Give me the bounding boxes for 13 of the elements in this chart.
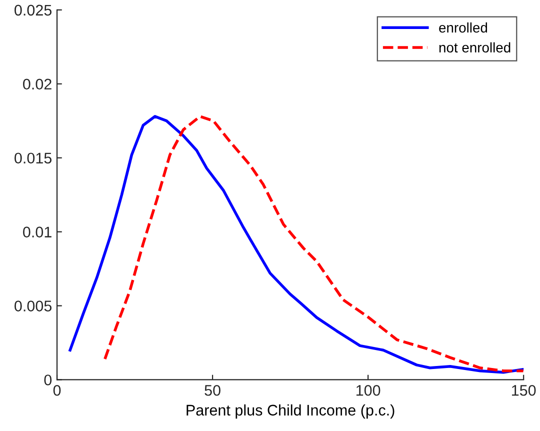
y-tick-label: 0.02 <box>23 78 52 90</box>
legend-label: enrolled <box>439 22 488 33</box>
x-tick-label: 100 <box>356 384 380 396</box>
y-tick-label: 0.01 <box>23 226 52 238</box>
x-tick-label: 0 <box>53 384 61 396</box>
x-tick-label: 150 <box>512 384 536 396</box>
y-tick-label: 0.005 <box>14 300 52 312</box>
y-tick-label: 0.025 <box>14 4 52 16</box>
y-tick-label: 0 <box>44 374 52 386</box>
x-axis-title: Parent plus Child Income (p.c.) <box>186 404 394 419</box>
y-tick-label: 0.015 <box>14 152 52 164</box>
legend-label: not enrolled <box>439 42 510 53</box>
x-tick-label: 50 <box>204 384 220 396</box>
